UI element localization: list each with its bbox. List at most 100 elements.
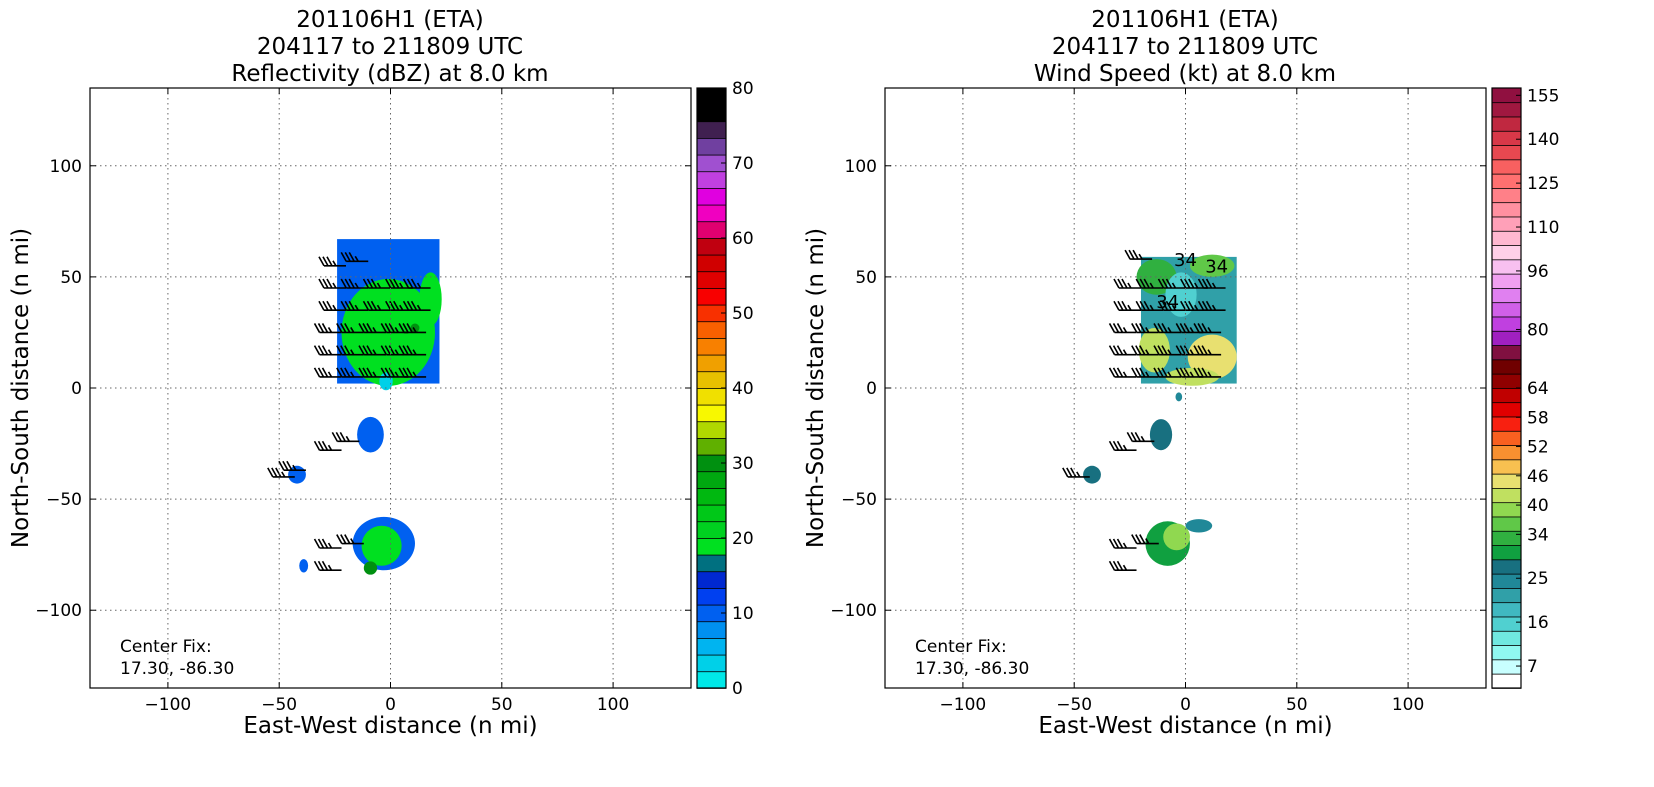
y-tick-label: 50 [855,268,877,288]
colorbar-tick-label: 40 [1527,496,1549,516]
colorbar-segment [1491,287,1522,304]
x-tick-label: 50 [1286,695,1308,715]
wind-barb [278,460,306,472]
colorbar-tick-label: 96 [1527,262,1549,282]
wind-barb [1153,345,1182,356]
colorbar-tick-label: 70 [732,154,754,174]
wind-barb [1126,431,1155,443]
wind-barb [336,367,364,378]
colorbar-segment [1491,459,1522,475]
colorbar-segment [696,437,727,456]
colorbar-segment [696,270,727,289]
chart-title-line: 204117 to 211809 UTC [257,34,523,60]
colorbar-segment [696,654,727,673]
wind-barb [340,300,369,312]
wind-barb [380,345,409,356]
colorbar-tick-label: 34 [1527,525,1549,545]
wind-barb [1131,534,1159,545]
wind-barb [1131,323,1159,334]
colorbar-segment [696,537,727,556]
wind-barb [385,300,413,312]
colorbar-tick-label: 46 [1527,467,1549,487]
colorbar-segment [696,370,727,389]
x-tick-label: 50 [491,695,513,715]
colorbar-segment [1491,273,1522,289]
x-tick-label: 0 [385,695,396,715]
colorbar-segment [1491,573,1522,589]
colorbar-tick-label: 50 [732,304,754,324]
wind-barb [1197,278,1226,289]
colorbar-tick-label: 80 [1527,320,1549,340]
field-region [1083,465,1101,484]
wind-barb [336,323,364,334]
wind-barb [380,323,409,334]
colorbar-segment [1491,544,1522,561]
colorbar-segment [1491,644,1522,661]
wind-barb [1193,345,1222,356]
chart-title-line: 201106H1 (ETA) [1091,7,1279,33]
colorbar-segment [1491,401,1522,418]
colorbar-segment [1491,530,1522,546]
colorbar-tick-label: 16 [1527,613,1549,633]
colorbar-segment [1491,501,1522,518]
colorbar-segment [696,637,727,656]
wind-barb [313,440,342,452]
colorbar: 0 10 20 30 40 50 60 70 80 [696,79,754,699]
colorbar-segment [1491,173,1522,189]
x-tick-label: −50 [1056,695,1092,715]
colorbar-segment [696,120,727,139]
x-tick-label: −50 [261,695,297,715]
wind-barb [340,278,369,289]
colorbar-segment [696,220,727,239]
field-region [1175,392,1183,402]
wind-barb [267,467,295,478]
colorbar-segment [696,570,727,589]
colorbar-segment [696,354,727,373]
colorbar-tick-label: 10 [732,604,754,624]
wind-barb [1135,278,1164,289]
colorbar-tick-label: 155 [1527,86,1559,106]
wind-barb [313,345,342,356]
wind-barb [1157,278,1186,289]
chart-title-line: 201106H1 (ETA) [296,7,484,33]
wind-barb [1175,345,1204,356]
colorbar-tick-label: 125 [1527,174,1559,194]
wind-barb [1113,300,1141,312]
wind-barb [313,538,342,549]
y-tick-label: −50 [46,490,82,510]
colorbar-segment [1491,116,1522,132]
wind-barb [398,367,427,378]
field-region [361,525,402,566]
colorbar-segment [1491,359,1522,375]
center-fix-annotation: 17.30, -86.30 [915,659,1029,679]
colorbar-segment [1491,101,1522,118]
colorbar-segment [1491,344,1522,361]
contour-label: 34 [1205,256,1228,277]
y-tick-label: 100 [50,157,82,177]
colorbar-segment [1491,159,1522,175]
wind-barb [1062,467,1090,478]
colorbar-tick-label: 110 [1527,218,1559,238]
colorbar-segment [1491,330,1522,346]
y-tick-label: 0 [866,379,877,399]
wind-barb [1193,323,1222,334]
wind-barb [362,278,391,289]
colorbar-segment [696,187,727,206]
wind-barb [313,323,342,334]
y-tick-label: 0 [71,379,82,399]
reflectivity-panel: 201106H1 (ETA)204117 to 211809 UTCReflec… [8,7,754,739]
wind-barb [1131,367,1159,378]
field-region [1163,523,1190,551]
wind-barb [385,278,413,289]
field-region [1149,419,1173,451]
colorbar-segment [696,520,727,539]
wind-barb [313,367,342,378]
contour-label: 34 [1174,250,1197,271]
colorbar-tick-label: 25 [1527,569,1549,589]
center-fix-annotation: 17.30, -86.30 [120,659,234,679]
colorbar-tick-label: 40 [732,379,754,399]
wind-barb [402,278,431,289]
colorbar-segment [696,670,727,689]
